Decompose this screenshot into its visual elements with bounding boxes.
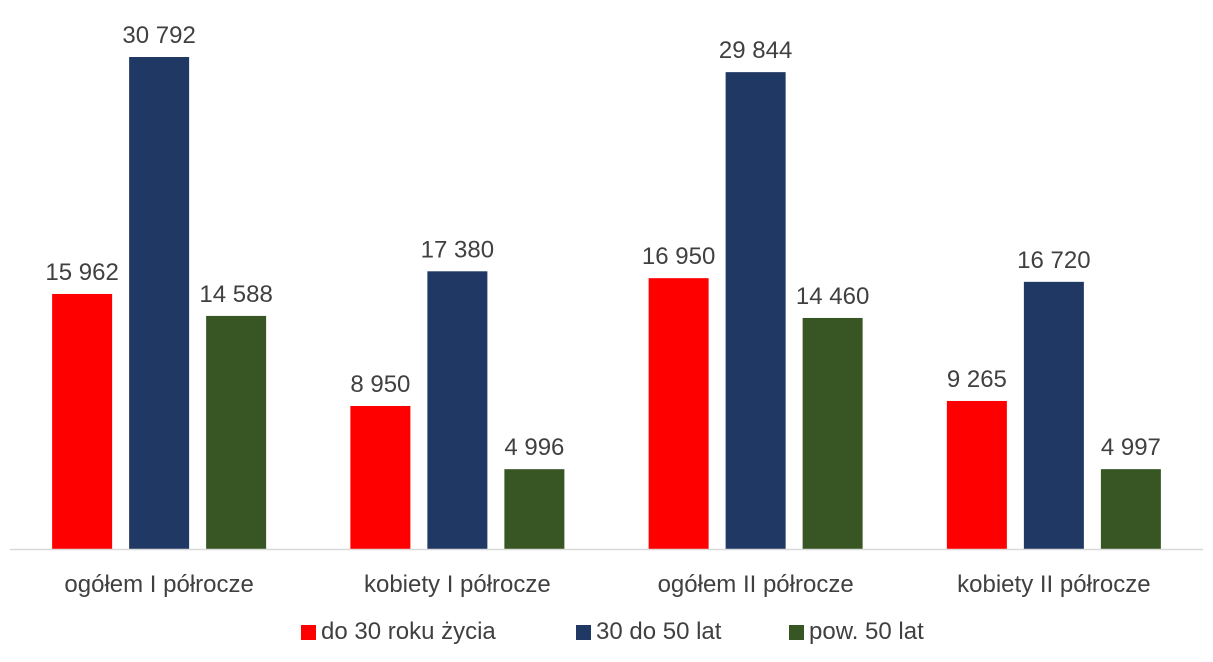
legend-swatch-2 bbox=[576, 625, 591, 640]
legend-swatch-3 bbox=[789, 625, 804, 640]
bar-2-2 bbox=[427, 271, 488, 549]
data-label: 14 460 bbox=[796, 283, 869, 310]
bar-3-4 bbox=[1100, 469, 1161, 549]
bar-3-3 bbox=[802, 317, 863, 549]
bars-layer bbox=[52, 57, 1161, 549]
data-label: 17 380 bbox=[421, 236, 494, 263]
data-label: 8 950 bbox=[350, 371, 410, 398]
bar-1-3 bbox=[648, 278, 709, 549]
bar-3-2 bbox=[504, 469, 565, 549]
category-labels-layer: ogółem I półrocze kobiety I półrocze ogółe… bbox=[64, 571, 1150, 598]
legend-label-1: do 30 roku życia bbox=[321, 618, 496, 645]
category-label: ogółem II półrocze bbox=[658, 571, 854, 598]
data-label: 29 844 bbox=[719, 37, 792, 64]
bar-2-4 bbox=[1023, 281, 1084, 549]
data-label: 16 950 bbox=[642, 243, 715, 270]
bar-2-3 bbox=[725, 72, 786, 549]
bar-1-4 bbox=[946, 400, 1007, 549]
data-label: 15 962 bbox=[45, 259, 118, 286]
bar-1-2 bbox=[350, 405, 411, 549]
category-label: kobiety I półrocze bbox=[364, 571, 551, 598]
category-label: ogółem I półrocze bbox=[64, 571, 253, 598]
legend-label-2: 30 do 50 lat bbox=[596, 618, 722, 645]
data-labels-layer: 15 962 30 792 14 588 8 950 17 380 4 996 16 950… bbox=[45, 22, 1160, 461]
legend: do 30 roku życia 30 do 50 lat pow. 50 lat bbox=[301, 618, 924, 645]
legend-label-3: pow. 50 lat bbox=[809, 618, 924, 645]
data-label: 9 265 bbox=[947, 366, 1007, 393]
data-label: 4 996 bbox=[504, 434, 564, 461]
bar-2-1 bbox=[129, 57, 190, 549]
bar-1-1 bbox=[52, 293, 113, 549]
data-label: 30 792 bbox=[122, 22, 195, 49]
legend-swatch-1 bbox=[301, 625, 316, 640]
category-label: kobiety II półrocze bbox=[957, 571, 1150, 598]
data-label: 14 588 bbox=[199, 281, 272, 308]
bar-3-1 bbox=[206, 315, 267, 549]
data-label: 4 997 bbox=[1101, 434, 1161, 461]
data-label: 16 720 bbox=[1017, 247, 1090, 274]
